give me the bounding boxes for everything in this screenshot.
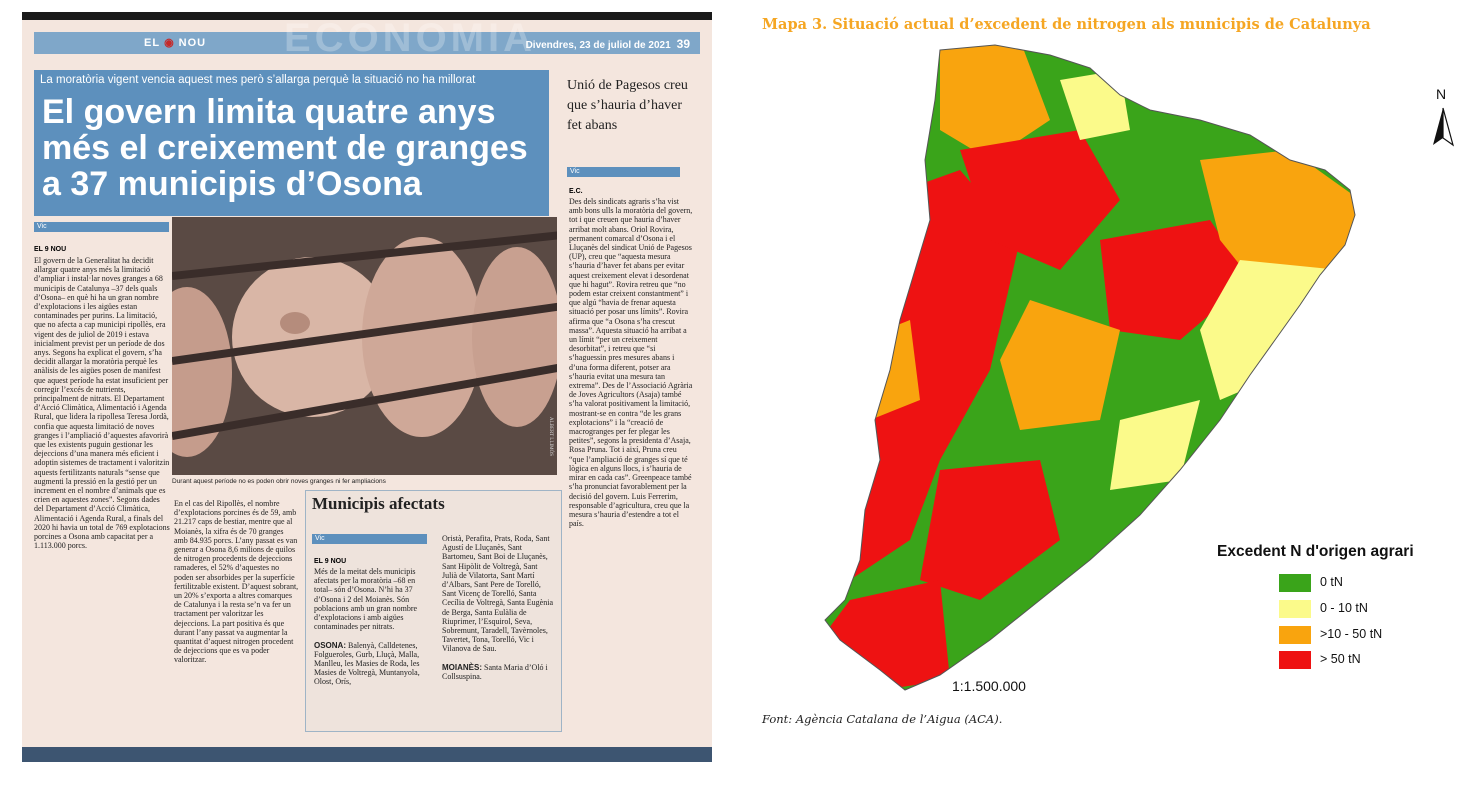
- sidebar-tag: Vic: [567, 167, 680, 177]
- box-tag: Vic: [312, 534, 427, 544]
- osona-label: OSONA:: [314, 640, 346, 650]
- masthead-date: Divendres, 23 de juliol de 2021 39: [525, 37, 690, 51]
- legend-swatch: [1279, 574, 1311, 592]
- photo-caption: Durant aquest període no es poden obrir …: [172, 478, 386, 485]
- page-number: 39: [676, 37, 690, 51]
- kicker: La moratòria vigent vencia aquest mes pe…: [40, 74, 476, 86]
- box-intro: Més de la meitat dels municipis afectats…: [314, 567, 418, 632]
- sidebar-byline: E.C.: [569, 188, 583, 195]
- legend-label: > 50 tN: [1320, 652, 1361, 666]
- article-column-1: El govern de la Generalitat ha decidit a…: [34, 256, 170, 551]
- legend-label: >10 - 50 tN: [1320, 627, 1383, 641]
- headline: El govern limita quatre anys més el crei…: [42, 93, 528, 203]
- north-arrow-right-half: [1442, 107, 1455, 147]
- region-orange-northeast: [1200, 150, 1355, 290]
- section-ghost-title: ECONOMIA: [284, 16, 536, 60]
- box-byline: EL 9 NOU: [314, 558, 347, 565]
- location-tag: Vic: [34, 222, 169, 232]
- legend-swatch: [1279, 626, 1311, 644]
- headline-block: La moratòria vigent vencia aquest mes pe…: [34, 70, 549, 216]
- byline: EL 9 NOU: [34, 246, 67, 253]
- catalonia-map: [824, 44, 1455, 691]
- legend-swatch: [1279, 600, 1311, 618]
- pig-photo: ALBERT LLIMÓS: [172, 217, 557, 475]
- legend-label: 0 tN: [1320, 575, 1343, 589]
- masthead-logo: EL ◉ NOU: [144, 37, 207, 49]
- north-arrow: [1433, 107, 1455, 147]
- article-column-2: En el cas del Ripollès, el nombre d’expl…: [174, 499, 299, 665]
- region-red-south: [920, 460, 1060, 600]
- legend-label: 0 - 10 tN: [1320, 601, 1368, 615]
- moianes-list: Santa Maria d’Oló i Collsuspina.: [442, 662, 548, 682]
- osona-list-2: Oristà, Perafita, Prats, Roda, Sant Agus…: [442, 534, 554, 654]
- region-orange-north: [940, 45, 1050, 160]
- north-label: N: [1436, 86, 1447, 102]
- top-dark-border: [22, 12, 712, 20]
- bottom-strip: [22, 747, 712, 762]
- osona-list-1: Balenyà, Calldetenes, Folgueroles, Gurb,…: [314, 640, 420, 687]
- catalonia-outline: [824, 44, 1356, 691]
- pig-body: [362, 237, 482, 437]
- sidebar-text: Des dels sindicats agraris s’ha vist amb…: [569, 197, 693, 529]
- legend-swatch: [1279, 651, 1311, 669]
- north-arrow-left-half: [1433, 108, 1443, 145]
- affected-municipalities-box: [305, 490, 562, 732]
- pig-snout: [280, 312, 310, 334]
- region-red-center-north: [960, 130, 1120, 270]
- box-title: Municipis afectats: [312, 494, 445, 513]
- map-title: Mapa 3. Situació actual d’excedent de ni…: [762, 16, 1371, 33]
- box-column-1: Més de la meitat dels municipis afectats…: [314, 567, 429, 717]
- map-source: Font: Agència Catalana de l’Aigua (ACA).: [762, 712, 1003, 726]
- map-scale: 1:1.500.000: [952, 678, 1026, 694]
- box-column-2: Oristà, Perafita, Prats, Roda, Sant Agus…: [442, 534, 554, 729]
- sidebar-headline: Unió de Pagesos creu que s’hauria d’have…: [567, 78, 688, 133]
- photo-credit: ALBERT LLIMÓS: [548, 417, 553, 456]
- pig-body: [472, 247, 557, 427]
- moianes-label: MOIANÈS:: [442, 662, 482, 672]
- newspaper-photo: ECONOMIA EL ◉ NOU Divendres, 23 de juliol …: [22, 12, 712, 762]
- masthead: ECONOMIA EL ◉ NOU Divendres, 23 de juliol …: [34, 16, 700, 60]
- region-yellow-east: [1200, 260, 1340, 400]
- legend-title: Excedent N d'origen agrari: [1217, 543, 1414, 560]
- region-orange-center: [1000, 300, 1120, 430]
- region-yellow-southeast: [1110, 400, 1200, 490]
